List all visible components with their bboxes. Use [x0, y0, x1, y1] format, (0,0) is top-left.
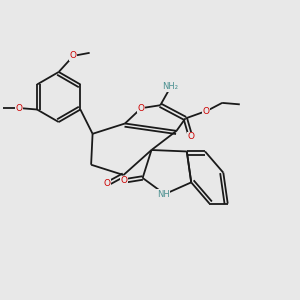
Text: O: O — [138, 104, 145, 113]
Text: O: O — [104, 179, 111, 188]
Text: O: O — [202, 106, 209, 116]
Text: O: O — [16, 103, 23, 112]
Text: NH: NH — [157, 190, 169, 199]
Text: O: O — [187, 132, 194, 141]
Text: O: O — [121, 176, 128, 185]
Text: O: O — [70, 51, 77, 60]
Text: NH₂: NH₂ — [163, 82, 178, 91]
